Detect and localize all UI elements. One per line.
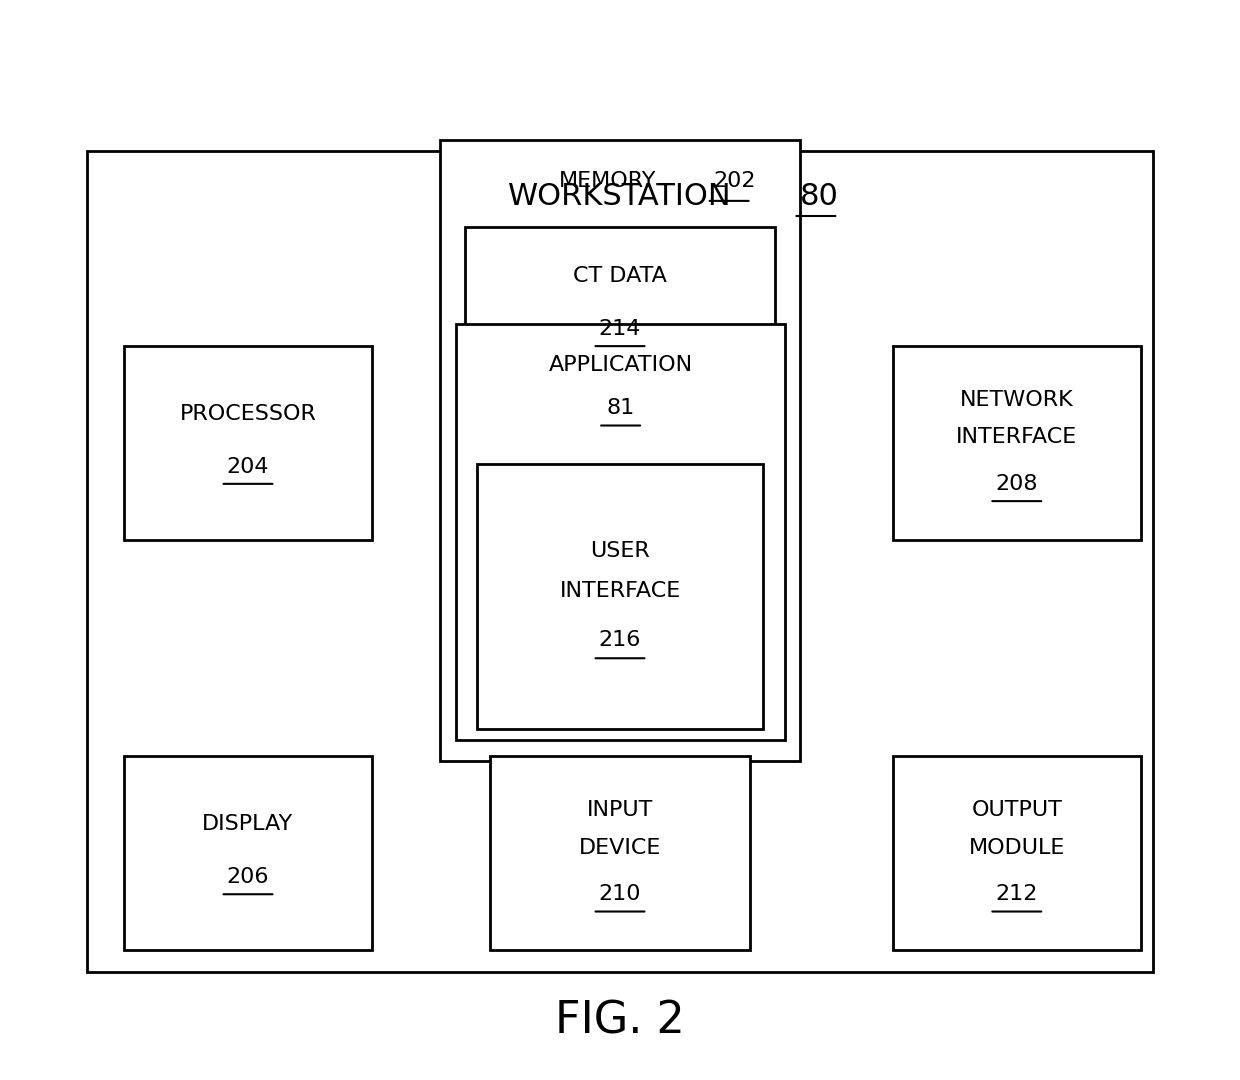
- Bar: [477, 464, 763, 729]
- Text: CT DATA: CT DATA: [573, 266, 667, 286]
- Text: MODULE: MODULE: [968, 838, 1065, 858]
- Text: 214: 214: [599, 319, 641, 339]
- Text: INTERFACE: INTERFACE: [559, 581, 681, 602]
- Bar: [893, 756, 1141, 950]
- Text: OUTPUT: OUTPUT: [971, 800, 1063, 820]
- Bar: [440, 140, 800, 761]
- Bar: [465, 227, 775, 383]
- Text: PROCESSOR: PROCESSOR: [180, 404, 316, 423]
- Bar: [124, 346, 372, 540]
- Text: USER: USER: [590, 541, 650, 562]
- Text: 208: 208: [996, 474, 1038, 494]
- Text: 202: 202: [713, 172, 755, 191]
- Text: 80: 80: [800, 183, 838, 211]
- Text: DEVICE: DEVICE: [579, 838, 661, 858]
- Text: WORKSTATION: WORKSTATION: [508, 183, 732, 211]
- Text: MEMORY: MEMORY: [559, 172, 656, 191]
- Text: FIG. 2: FIG. 2: [556, 999, 684, 1042]
- Bar: [124, 756, 372, 950]
- Bar: [456, 324, 785, 740]
- Text: 206: 206: [227, 867, 269, 887]
- Text: INTERFACE: INTERFACE: [956, 428, 1078, 447]
- Bar: [87, 151, 1153, 972]
- Text: INPUT: INPUT: [587, 800, 653, 820]
- Text: 216: 216: [599, 630, 641, 650]
- Text: 212: 212: [996, 885, 1038, 904]
- Text: NETWORK: NETWORK: [960, 390, 1074, 409]
- Text: 81: 81: [606, 399, 635, 418]
- Text: 204: 204: [227, 457, 269, 476]
- Bar: [893, 346, 1141, 540]
- Text: DISPLAY: DISPLAY: [202, 814, 294, 834]
- Text: APPLICATION: APPLICATION: [548, 355, 693, 375]
- Bar: [490, 756, 750, 950]
- Text: 210: 210: [599, 885, 641, 904]
